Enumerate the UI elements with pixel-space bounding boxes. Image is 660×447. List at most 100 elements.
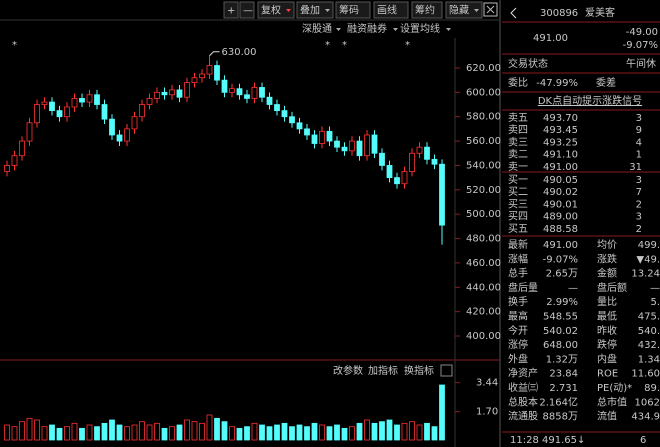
- candle-body: [349, 140, 355, 152]
- candle-body: [401, 171, 408, 185]
- volume-bar: [289, 426, 295, 441]
- volume-bar: [326, 426, 333, 441]
- stat-label: 内盘: [597, 352, 617, 365]
- indicator-button[interactable]: 加指标: [368, 364, 398, 377]
- toolbar-button[interactable]: [239, 1, 255, 19]
- dropdown-arrow: [286, 9, 291, 12]
- order-level: 买三: [508, 198, 528, 210]
- price-change-pct: -9.07%: [623, 40, 658, 51]
- candle-body: [326, 130, 333, 142]
- stat-label: 今开: [508, 324, 528, 337]
- stat-value: 1.34: [638, 354, 660, 365]
- subbar-item[interactable]: 深股通: [302, 23, 332, 35]
- toolbar-label[interactable]: 隐藏: [449, 5, 469, 17]
- toolbar-label[interactable]: +: [227, 6, 235, 17]
- order-price: 490.05: [543, 175, 578, 186]
- stat-value: —: [650, 283, 660, 294]
- candle-body: [364, 134, 370, 157]
- order-price: 490.02: [543, 187, 578, 198]
- volume-bar: [386, 419, 393, 441]
- candle-body: [41, 101, 48, 105]
- candle-body: [334, 140, 340, 148]
- volume-bar: [259, 424, 265, 441]
- toolbar-label[interactable]: 筹码: [339, 4, 359, 17]
- toolbar-button[interactable]: [411, 1, 443, 19]
- toolbar-label[interactable]: 画线: [377, 4, 397, 17]
- toolbar-button[interactable]: [223, 1, 239, 19]
- volume-bar: [439, 384, 445, 441]
- volume-bar: [409, 421, 415, 441]
- stat-label: 总市值: [597, 395, 627, 408]
- stat-label: 换手: [508, 295, 528, 308]
- close-button[interactable]: [483, 2, 498, 17]
- volume-bar: [131, 424, 138, 441]
- stat-value: 540.: [638, 326, 660, 337]
- volume-bar: [146, 424, 153, 441]
- candle-body: [139, 104, 145, 118]
- volume-bar: [416, 424, 423, 441]
- candle-body: [131, 116, 138, 130]
- status: 午间休: [626, 57, 656, 70]
- volume-bar: [379, 421, 385, 441]
- candle-body: [394, 177, 400, 185]
- candle-body: [251, 87, 258, 99]
- stat-value: 2.65万: [546, 269, 578, 280]
- volume-bar: [4, 424, 10, 441]
- indicator-button[interactable]: 改参数: [333, 364, 363, 377]
- order-level: 买四: [508, 211, 528, 223]
- stat-value: -9.07%: [543, 254, 578, 265]
- signal-link[interactable]: DK点自动提示涨跌信号: [538, 94, 642, 107]
- candle-body: [191, 77, 198, 83]
- volume-bar: [56, 427, 63, 441]
- toolbar-button[interactable]: [257, 1, 295, 19]
- candle-body: [296, 122, 303, 130]
- indicator-button[interactable]: 换指标: [404, 364, 434, 377]
- toolbar-button[interactable]: [445, 1, 483, 19]
- subbar-item[interactable]: 设置均线: [400, 22, 440, 35]
- candle-body: [79, 98, 85, 103]
- stat-label: 总手: [508, 267, 528, 280]
- volume-bar: [184, 419, 190, 441]
- y-tick-label: 3.44: [476, 378, 498, 389]
- order-level: 卖五: [508, 112, 528, 124]
- volume-bar: [161, 427, 168, 441]
- volume-bar: [431, 426, 438, 441]
- volume-bar: [244, 426, 250, 441]
- order-price: 491.00: [543, 162, 578, 173]
- volume-bar: [401, 422, 408, 441]
- volume-bar: [11, 426, 18, 441]
- order-level: 卖三: [508, 136, 528, 148]
- candle-body: [56, 110, 63, 118]
- candle-body: [109, 118, 115, 136]
- candle-body: [379, 152, 385, 166]
- indicator-toggle[interactable]: [440, 364, 453, 377]
- order-price: 493.25: [543, 137, 578, 148]
- toolbar-label[interactable]: 叠加: [300, 5, 320, 17]
- stat-label: 净资产: [508, 367, 538, 380]
- volume-bar: [169, 426, 175, 441]
- volume-bar: [281, 422, 288, 441]
- ratio: -47.99%: [536, 78, 578, 89]
- stat-label: 最高: [508, 310, 528, 323]
- candle-body: [259, 87, 265, 98]
- order-qty: 9: [636, 125, 642, 136]
- subbar-item[interactable]: 融资融券: [347, 22, 387, 35]
- volume-bar: [109, 419, 115, 441]
- candle-body: [94, 94, 100, 105]
- toolbar-button[interactable]: [296, 1, 334, 19]
- close-icon[interactable]: [486, 5, 495, 14]
- toolbar-button[interactable]: [335, 1, 371, 19]
- stat-label: 流值: [597, 410, 617, 423]
- toolbar-label[interactable]: 筹约: [415, 4, 435, 17]
- toolbar-label[interactable]: 复权: [261, 4, 281, 17]
- stat-label: 涨停: [508, 338, 528, 351]
- candle-body: [319, 130, 325, 144]
- candle-body: [124, 128, 130, 142]
- volume-bar: [154, 422, 160, 441]
- order-qty: 3: [636, 175, 642, 186]
- nav-arrow[interactable]: [510, 7, 517, 19]
- toolbar-button[interactable]: [373, 1, 409, 19]
- stat-label: 量比: [597, 296, 617, 308]
- toolbar-label[interactable]: —: [243, 6, 253, 17]
